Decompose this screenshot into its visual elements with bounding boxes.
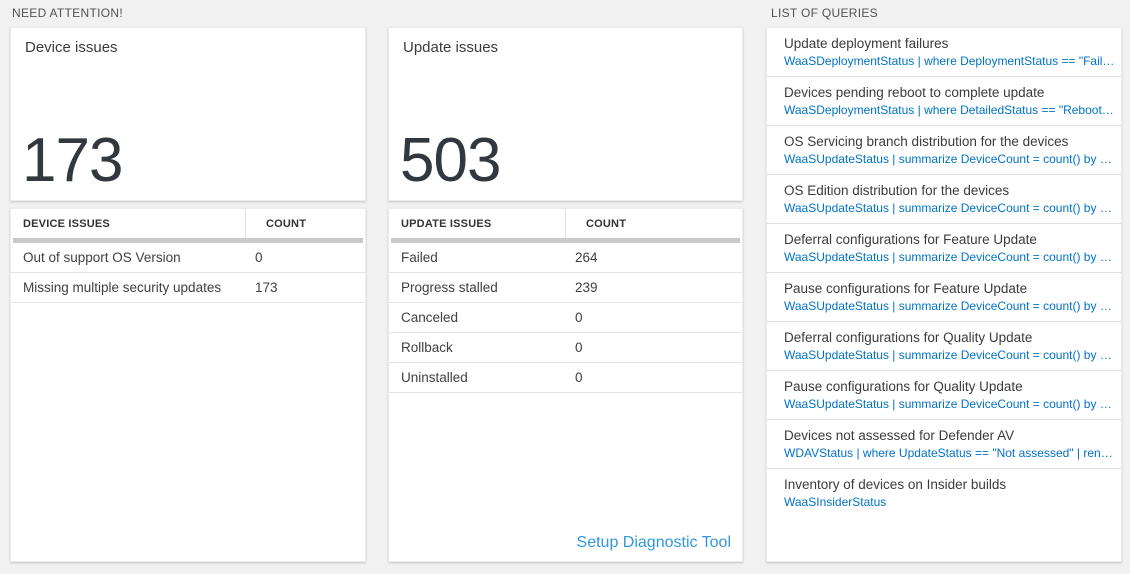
query-title: Pause configurations for Feature Update bbox=[784, 281, 1028, 296]
update-grid-header-issues: UPDATE ISSUES bbox=[389, 209, 566, 238]
query-text[interactable]: WaaSUpdateStatus | summarize DeviceCount… bbox=[784, 299, 1115, 313]
query-title: OS Edition distribution for the devices bbox=[784, 183, 1010, 198]
query-list-item[interactable]: OS Servicing branch distribution for the… bbox=[767, 126, 1121, 175]
table-row[interactable]: Canceled 0 bbox=[389, 303, 742, 333]
query-title: Devices not assessed for Defender AV bbox=[784, 428, 1015, 443]
query-list-item[interactable]: OS Edition distribution for the devices … bbox=[767, 175, 1121, 224]
row-count: 0 bbox=[255, 250, 263, 265]
setup-diagnostic-tool-link[interactable]: Setup Diagnostic Tool bbox=[576, 534, 731, 551]
update-issues-card-title: Update issues bbox=[403, 39, 499, 56]
query-text[interactable]: WDAVStatus | where UpdateStatus == "Not … bbox=[784, 446, 1115, 460]
query-text[interactable]: WaaSDeploymentStatus | where DetailedSta… bbox=[784, 103, 1115, 117]
query-title: Pause configurations for Quality Update bbox=[784, 379, 1023, 394]
table-row[interactable]: Rollback 0 bbox=[389, 333, 742, 363]
update-issues-card[interactable]: Update issues 503 bbox=[388, 27, 743, 201]
query-list-item[interactable]: Pause configurations for Quality Update … bbox=[767, 371, 1121, 420]
row-label: Out of support OS Version bbox=[23, 250, 181, 265]
query-list-item[interactable]: Update deployment failures WaaSDeploymen… bbox=[767, 28, 1121, 77]
table-row[interactable]: Uninstalled 0 bbox=[389, 363, 742, 393]
query-title: OS Servicing branch distribution for the… bbox=[784, 134, 1069, 149]
query-text[interactable]: WaaSUpdateStatus | summarize DeviceCount… bbox=[784, 250, 1115, 264]
update-grid-header: UPDATE ISSUES COUNT bbox=[389, 209, 742, 238]
table-row[interactable]: Progress stalled 239 bbox=[389, 273, 742, 303]
query-list-item[interactable]: Pause configurations for Feature Update … bbox=[767, 273, 1121, 322]
device-issues-card-title: Device issues bbox=[25, 39, 118, 56]
query-text[interactable]: WaaSUpdateStatus | summarize DeviceCount… bbox=[784, 152, 1115, 166]
query-title: Deferral configurations for Quality Upda… bbox=[784, 330, 1033, 345]
row-label: Progress stalled bbox=[401, 280, 498, 295]
query-list-item[interactable]: Deferral configurations for Quality Upda… bbox=[767, 322, 1121, 371]
row-label: Uninstalled bbox=[401, 370, 468, 385]
row-label: Rollback bbox=[401, 340, 453, 355]
update-issues-grid: UPDATE ISSUES COUNT Failed 264 Progress … bbox=[388, 208, 743, 562]
grid-header-divider-bar bbox=[391, 238, 740, 243]
row-count: 0 bbox=[575, 310, 583, 325]
row-count: 0 bbox=[575, 370, 583, 385]
section-title-need-attention: NEED ATTENTION! bbox=[12, 6, 123, 20]
table-row[interactable]: Missing multiple security updates 173 bbox=[11, 273, 365, 303]
row-count: 173 bbox=[255, 280, 278, 295]
device-grid-header: DEVICE ISSUES COUNT bbox=[11, 209, 365, 238]
row-label: Canceled bbox=[401, 310, 459, 325]
update-issues-count: 503 bbox=[400, 126, 501, 195]
table-row[interactable]: Failed 264 bbox=[389, 243, 742, 273]
table-row[interactable]: Out of support OS Version 0 bbox=[11, 243, 365, 273]
row-count: 239 bbox=[575, 280, 598, 295]
query-title: Devices pending reboot to complete updat… bbox=[784, 85, 1045, 100]
row-count: 264 bbox=[575, 250, 598, 265]
query-list-item[interactable]: Devices pending reboot to complete updat… bbox=[767, 77, 1121, 126]
queries-panel: Update deployment failures WaaSDeploymen… bbox=[766, 27, 1122, 562]
query-list-item[interactable]: Devices not assessed for Defender AV WDA… bbox=[767, 420, 1121, 469]
query-text[interactable]: WaaSDeploymentStatus | where DeploymentS… bbox=[784, 54, 1115, 68]
device-issues-card[interactable]: Device issues 173 bbox=[10, 27, 366, 201]
query-title: Update deployment failures bbox=[784, 36, 949, 51]
section-title-list-of-queries: LIST OF QUERIES bbox=[771, 6, 878, 20]
query-list-item[interactable]: Deferral configurations for Feature Upda… bbox=[767, 224, 1121, 273]
row-label: Missing multiple security updates bbox=[23, 280, 222, 295]
device-grid-header-count: COUNT bbox=[266, 217, 307, 230]
device-grid-header-issues: DEVICE ISSUES bbox=[11, 209, 246, 238]
update-grid-header-count: COUNT bbox=[586, 217, 627, 230]
query-text[interactable]: WaaSUpdateStatus | summarize DeviceCount… bbox=[784, 201, 1115, 215]
query-text[interactable]: WaaSUpdateStatus | summarize DeviceCount… bbox=[784, 348, 1115, 362]
query-text[interactable]: WaaSUpdateStatus | summarize DeviceCount… bbox=[784, 397, 1115, 411]
device-issues-count: 173 bbox=[22, 126, 123, 195]
grid-header-divider-bar bbox=[13, 238, 363, 243]
query-title: Inventory of devices on Insider builds bbox=[784, 477, 1007, 492]
row-label: Failed bbox=[401, 250, 438, 265]
query-title: Deferral configurations for Feature Upda… bbox=[784, 232, 1037, 247]
query-text[interactable]: WaaSInsiderStatus bbox=[784, 495, 887, 509]
query-list-item[interactable]: Inventory of devices on Insider builds W… bbox=[767, 469, 1121, 517]
device-issues-grid: DEVICE ISSUES COUNT Out of support OS Ve… bbox=[10, 208, 366, 562]
row-count: 0 bbox=[575, 340, 583, 355]
